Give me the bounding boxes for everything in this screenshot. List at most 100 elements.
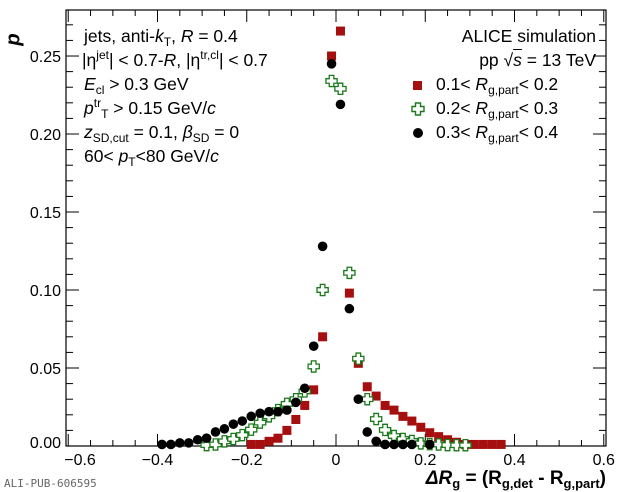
data-point-circle [326, 59, 337, 69]
legend-circle-marker-icon [413, 128, 423, 138]
data-point-circle [335, 99, 346, 110]
x-tick-label: 0 [332, 452, 341, 469]
data-point-cross [316, 283, 329, 297]
y-axis-title: p [2, 33, 25, 46]
data-point-cross [325, 74, 338, 88]
data-point-square [362, 382, 372, 392]
data-point-circle [201, 433, 212, 444]
data-point-circle [299, 383, 310, 394]
data-point-square [478, 439, 488, 449]
data-point-square [407, 416, 417, 426]
data-point-circle [398, 439, 408, 450]
data-point-square [496, 439, 506, 449]
data-point-circle [362, 427, 373, 437]
y-tick-label: 0.20 [30, 127, 61, 144]
data-point-cross [450, 438, 463, 452]
data-point-circle [317, 241, 328, 252]
annotation-eta: |ηjet| < 0.7-R, |ηtr,cl| < 0.7 [82, 48, 268, 70]
x-tick-label: 0.2 [414, 452, 436, 469]
data-point-square [469, 439, 479, 449]
data-point-cross [369, 412, 383, 426]
y-tick-label: 0.10 [30, 283, 61, 300]
data-point-circle [407, 439, 417, 450]
data-point-circle [219, 424, 230, 434]
data-point-cross [334, 82, 347, 96]
annotation-ecl: Ecl > 0.3 GeV [84, 74, 189, 97]
data-point-square [335, 26, 345, 36]
legend-label-3: 0.3< Rg,part< 0.4 [436, 122, 559, 145]
data-point-square [273, 433, 283, 443]
data-point-square [246, 439, 256, 449]
data-point-circle [264, 406, 274, 417]
legend-square-marker-icon [413, 81, 422, 90]
data-point-square [291, 414, 301, 424]
data-point-cross [378, 423, 392, 437]
data-point-circle [192, 434, 203, 445]
data-point-square [318, 332, 328, 342]
annotation-pt-range: 60< pT<80 GeV/c [84, 146, 219, 169]
data-point-circle [210, 427, 221, 437]
data-point-cross [236, 428, 249, 442]
x-tick-label: 0.4 [503, 452, 525, 469]
data-point-cross [352, 352, 365, 365]
data-point-circle [228, 419, 239, 429]
data-point-circle [175, 438, 185, 448]
data-point-circle [255, 408, 265, 419]
annotation-softdrop: zSD,cut = 0.1, βSD = 0 [84, 122, 240, 145]
data-point-cross [441, 438, 454, 452]
data-point-square [398, 411, 408, 421]
y-tick-label: 0.25 [30, 49, 61, 66]
data-point-cross [360, 392, 374, 406]
x-tick-label: −0.2 [231, 452, 263, 469]
data-point-circle [237, 416, 248, 426]
data-point-cross [209, 438, 222, 451]
data-point-square [425, 428, 435, 438]
data-point-cross [227, 432, 240, 446]
annotation-jets: jets, anti-kT, R = 0.4 [84, 26, 238, 49]
legend-label-1: 0.1< Rg,part< 0.2 [436, 74, 559, 97]
data-point-square [487, 439, 497, 449]
legend-label-2: 0.2< Rg,part< 0.3 [436, 98, 559, 121]
y-tick-label: 0.00 [30, 435, 61, 452]
publication-id: ALI-PUB-606595 [4, 477, 97, 490]
data-point-square [309, 385, 319, 395]
data-point-circle [371, 436, 381, 447]
data-point-square [300, 400, 310, 410]
x-axis-title: ΔRg = (Rg,det - Rg,part) [425, 468, 606, 491]
data-point-cross [253, 416, 267, 429]
x-tick-label: 0.6 [593, 452, 615, 469]
data-point-cross [244, 423, 258, 436]
data-point-cross [459, 438, 472, 452]
data-point-circle [183, 438, 194, 448]
annotation-pt-track: ptrT > 0.15 GeV/c [84, 96, 216, 121]
data-point-circle [308, 341, 319, 351]
y-tick-label: 0.15 [30, 205, 61, 222]
y-tick-label: 0.05 [30, 361, 61, 378]
data-point-square [416, 422, 426, 432]
data-point-circle [424, 439, 435, 450]
data-point-circle [389, 439, 399, 450]
data-point-circle [273, 406, 283, 417]
data-point-square [255, 439, 265, 449]
data-point-square [380, 400, 390, 410]
data-point-circle [282, 405, 292, 415]
data-point-cross [218, 435, 231, 448]
data-point-circle [344, 303, 355, 314]
data-point-circle [246, 411, 257, 422]
data-point-circle [157, 439, 167, 450]
data-point-square [371, 391, 381, 401]
data-point-circle [291, 397, 301, 408]
data-point-square [264, 436, 274, 446]
data-point-square [327, 51, 337, 61]
legend-header-energy: pp √s = 13 TeV [479, 50, 596, 70]
x-tick-label: −0.4 [142, 452, 174, 469]
data-point-circle [380, 439, 390, 450]
data-point-square [282, 425, 292, 435]
data-point-circle [353, 394, 364, 405]
legend-cross-marker-icon [411, 102, 425, 116]
data-point-circle [166, 439, 176, 450]
data-point-cross [307, 360, 320, 373]
data-point-cross [343, 266, 356, 280]
